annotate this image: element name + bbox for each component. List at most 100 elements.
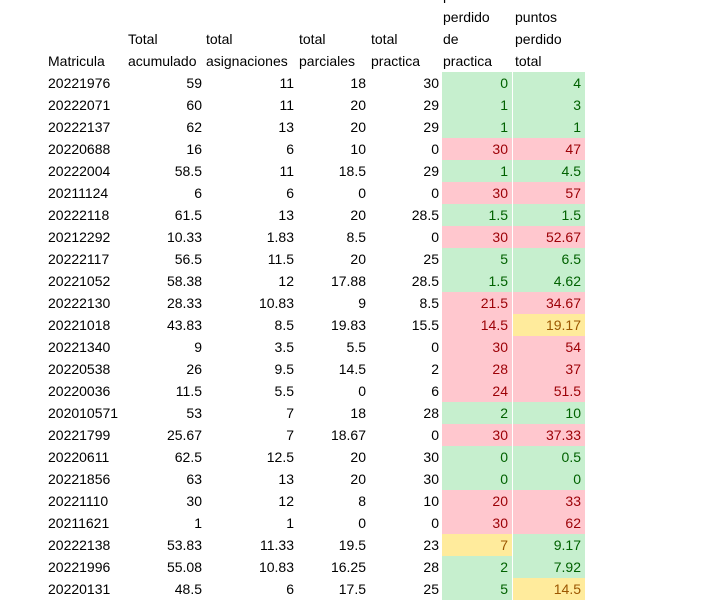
cell-matricula: 20221996	[48, 559, 111, 575]
cell-total-practica: 0	[431, 185, 439, 201]
cell-total-practica: 6	[431, 383, 439, 399]
cell-total-acumulado: 62	[186, 119, 202, 135]
cell-matricula: 20221340	[48, 339, 111, 355]
cell-puntos-perdido-practica: 30	[442, 512, 512, 534]
header-total-practica: total practica	[371, 28, 420, 72]
cell-total-acumulado: 43.83	[166, 317, 202, 333]
cell-total-acumulado: 11.5	[175, 383, 202, 399]
cell-total-parciales: 8	[358, 493, 366, 509]
cell-total-parciales: 16.25	[330, 559, 366, 575]
table-row: 20221018 43.83 8.5 19.83 15.5 14.5 19.17	[0, 314, 705, 336]
cell-matricula: 20220611	[48, 449, 110, 465]
cell-matricula: 20220131	[48, 581, 111, 597]
cell-puntos-perdido-practica: 1	[442, 94, 512, 116]
table-row: 20220538 26 9.5 14.5 2 28 37	[0, 358, 705, 380]
cell-puntos-perdido-total: 10	[513, 402, 585, 424]
cell-puntos-perdido-total: 33	[513, 490, 585, 512]
cell-total-parciales: 18.67	[330, 427, 366, 443]
cell-total-parciales: 20	[350, 207, 366, 223]
cell-total-practica: 25	[423, 251, 439, 267]
table-row: 20220688 16 6 10 0 30 47	[0, 138, 705, 160]
cell-matricula: 20222004	[48, 163, 111, 179]
cell-total-parciales: 8.5	[346, 229, 366, 245]
cell-puntos-perdido-total: 7.92	[513, 556, 585, 578]
header-matricula: Matricula	[48, 50, 105, 72]
cell-puntos-perdido-practica: 21.5	[442, 292, 512, 314]
cell-total-asignaciones: 13	[278, 207, 294, 223]
cell-total-acumulado: 55.08	[166, 559, 202, 575]
header-total-acumulado: Total acumulado	[128, 28, 197, 72]
cell-puntos-perdido-practica: 20	[442, 490, 512, 512]
header-total-asignaciones: total asignaciones	[206, 28, 288, 72]
cell-puntos-perdido-practica: 24	[442, 380, 512, 402]
cell-puntos-perdido-practica: 2	[442, 556, 512, 578]
cell-total-acumulado: 62.5	[174, 449, 202, 465]
cell-total-asignaciones: 12.5	[266, 449, 294, 465]
cell-puntos-perdido-practica: 5	[442, 578, 512, 600]
cell-matricula: 20220538	[48, 361, 111, 377]
table-row: 20222071 60 11 20 29 1 3	[0, 94, 705, 116]
table-row: 20220131 48.5 6 17.5 25 5 14.5	[0, 578, 705, 600]
cell-total-acumulado: 53.83	[166, 537, 202, 553]
cell-matricula: 20222130	[48, 295, 111, 311]
cell-puntos-perdido-total: 47	[513, 138, 585, 160]
cell-puntos-perdido-total: 62	[513, 512, 585, 534]
cell-matricula: 20222118	[48, 207, 110, 223]
cell-total-asignaciones: 11.33	[260, 537, 294, 553]
cell-total-parciales: 5.5	[346, 339, 366, 355]
cell-total-parciales: 20	[350, 119, 366, 135]
cell-puntos-perdido-practica: 2	[442, 402, 512, 424]
cell-total-asignaciones: 12	[278, 273, 294, 289]
cell-total-practica: 30	[423, 75, 439, 91]
cell-total-practica: 15.5	[411, 317, 439, 333]
cell-total-practica: 0	[431, 141, 439, 157]
header-line: total	[206, 31, 233, 47]
table-row: 20221052 58.38 12 17.88 28.5 1.5 4.62	[0, 270, 705, 292]
cell-puntos-perdido-total: 0.5	[513, 446, 585, 468]
cell-total-practica: 28	[423, 405, 439, 421]
cell-total-asignaciones: 13	[278, 471, 294, 487]
cell-matricula: 20222117	[48, 251, 110, 267]
cell-total-acumulado: 25.67	[166, 427, 202, 443]
cell-total-acumulado: 53	[186, 405, 202, 421]
cell-matricula: 20220688	[48, 141, 111, 157]
header-line: total	[299, 31, 326, 47]
cell-total-parciales: 0	[358, 383, 366, 399]
cell-puntos-perdido-practica: 30	[442, 226, 512, 248]
header-line: puntos	[515, 9, 558, 25]
cell-total-asignaciones: 10.83	[258, 295, 294, 311]
cell-total-practica: 29	[423, 163, 439, 179]
table-row: 20212292 10.33 1.83 8.5 0 30 52.67	[0, 226, 705, 248]
cell-total-practica: 30	[423, 449, 439, 465]
cell-total-parciales: 9	[358, 295, 366, 311]
header-line: total	[371, 31, 398, 47]
cell-total-asignaciones: 13	[278, 119, 294, 135]
cell-total-practica: 28.5	[411, 273, 439, 289]
cell-total-asignaciones: 6	[286, 185, 294, 201]
cell-puntos-perdido-total: 4.62	[513, 270, 585, 292]
cell-total-parciales: 17.5	[338, 581, 366, 597]
cell-total-practica: 0	[431, 229, 439, 245]
cell-total-acumulado: 63	[186, 471, 202, 487]
cell-total-practica: 30	[423, 471, 439, 487]
cell-puntos-perdido-total: 3	[513, 94, 585, 116]
cell-total-acumulado: 48.5	[174, 581, 202, 597]
cell-total-parciales: 20	[350, 471, 366, 487]
cell-matricula: 202010571	[48, 405, 119, 421]
cell-total-acumulado: 58.5	[174, 163, 202, 179]
cell-total-parciales: 20	[350, 251, 366, 267]
cell-matricula: 20221976	[48, 75, 111, 91]
header-puntos-perdido-practica: puntos perdido de practica	[443, 0, 492, 72]
cell-matricula: 20222138	[48, 537, 111, 553]
cell-puntos-perdido-practica: 0	[442, 468, 512, 490]
cell-total-practica: 28.5	[411, 207, 439, 223]
cell-total-parciales: 0	[358, 515, 366, 531]
cell-total-acumulado: 26	[186, 361, 202, 377]
cell-puntos-perdido-total: 4.5	[513, 160, 585, 182]
table-row: 20221110 30 12 8 10 20 33	[0, 490, 705, 512]
header-line: practica	[443, 53, 493, 69]
cell-matricula: 20221856	[48, 471, 111, 487]
cell-puntos-perdido-total: 37	[513, 358, 585, 380]
cell-total-parciales: 18.5	[338, 163, 366, 179]
header-line: asignaciones	[206, 53, 288, 69]
